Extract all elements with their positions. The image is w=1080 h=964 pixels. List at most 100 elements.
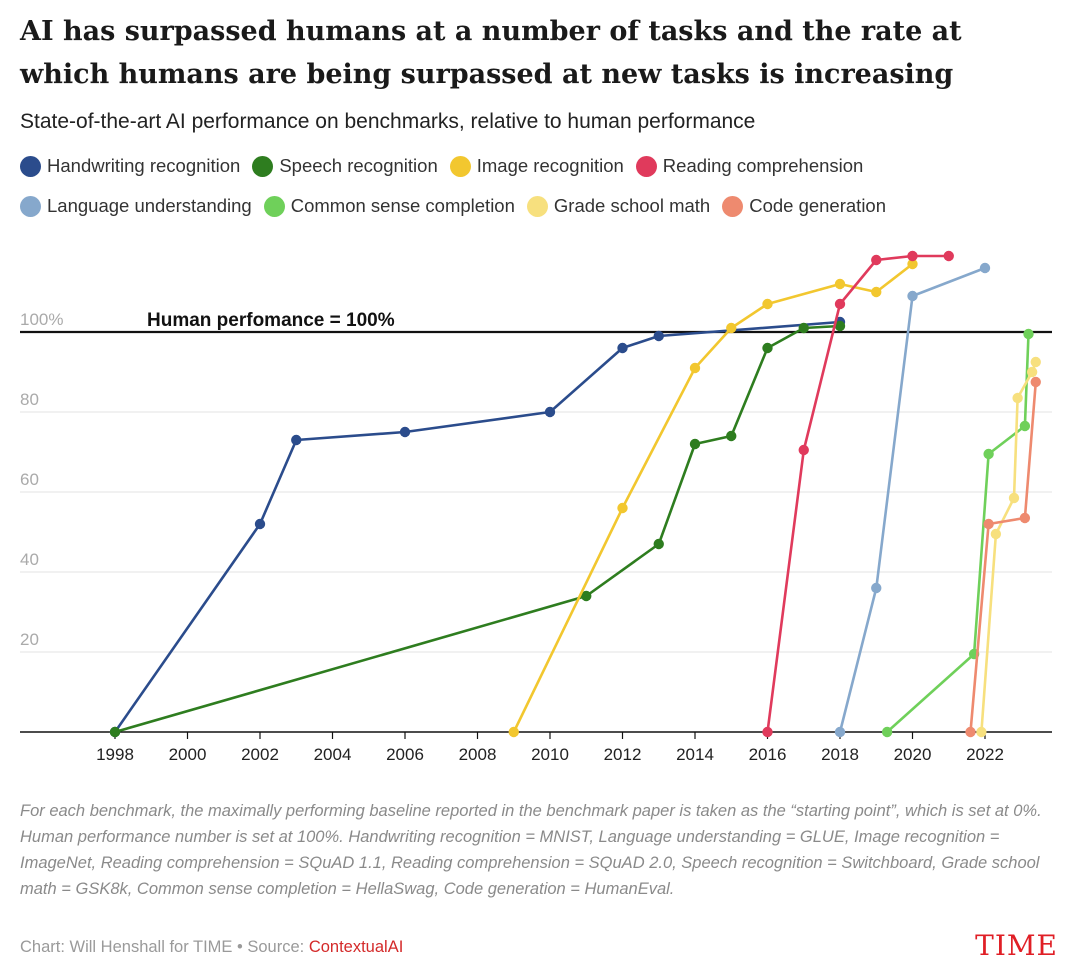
legend-item-image-recognition: Image recognition bbox=[449, 155, 624, 177]
legend-label-speech-recognition: Speech recognition bbox=[279, 155, 438, 176]
legend-label-common-sense-completion: Common sense completion bbox=[290, 195, 515, 216]
time-logo: TIME bbox=[975, 929, 1058, 962]
data-point-reading-comprehension-1 bbox=[798, 444, 809, 456]
y-tick-label-80: 80 bbox=[20, 390, 39, 409]
data-point-handwriting-recognition-5 bbox=[617, 342, 628, 354]
chart-subtitle: State-of-the-art AI performance on bench… bbox=[20, 110, 756, 133]
series-handwriting-recognition bbox=[109, 316, 846, 738]
legend: Handwriting recognition Speech recogniti… bbox=[20, 146, 1060, 226]
legend-label-code-generation: Code generation bbox=[749, 195, 887, 216]
data-point-code-generation-0 bbox=[965, 726, 976, 738]
data-point-common-sense-completion-0 bbox=[881, 726, 893, 738]
legend-item-language-understanding: Language understanding bbox=[20, 195, 252, 217]
x-tick-label-2010: 2010 bbox=[531, 745, 569, 764]
data-point-image-recognition-0 bbox=[508, 726, 519, 738]
y-tick-label-20: 20 bbox=[20, 630, 39, 649]
data-point-handwriting-recognition-4 bbox=[544, 406, 556, 418]
source-link[interactable]: ContextualAI bbox=[308, 938, 404, 956]
data-point-speech-recognition-1 bbox=[581, 590, 592, 602]
series-line-grade-school-math bbox=[980, 360, 1038, 734]
series-common-sense-completion bbox=[881, 328, 1034, 738]
series-code-generation bbox=[965, 376, 1041, 738]
y-tick-label-60: 60 bbox=[20, 470, 39, 489]
legend-swatch-language-understanding bbox=[20, 195, 41, 217]
legend-label-language-understanding: Language understanding bbox=[47, 195, 252, 216]
legend-swatch-code-generation bbox=[722, 195, 744, 217]
data-point-language-understanding-1 bbox=[871, 582, 882, 594]
data-point-image-recognition-7 bbox=[907, 258, 918, 270]
data-point-code-generation-1 bbox=[983, 518, 994, 530]
legend-label-reading-comprehension: Reading comprehension bbox=[662, 155, 864, 176]
series-line-handwriting-recognition bbox=[113, 320, 842, 734]
series-image-recognition bbox=[508, 258, 918, 738]
human-performance-label: Human perfomance = 100% bbox=[147, 310, 395, 331]
x-tick-label-2006: 2006 bbox=[386, 745, 424, 764]
series-grade-school-math bbox=[976, 356, 1041, 738]
data-point-grade-school-math-4 bbox=[1026, 366, 1038, 378]
data-point-image-recognition-3 bbox=[726, 322, 737, 334]
data-point-speech-recognition-3 bbox=[689, 438, 701, 450]
legend-item-reading-comprehension: Reading comprehension bbox=[635, 155, 864, 177]
legend-item-grade-school-math: Grade school math bbox=[526, 195, 711, 217]
data-point-speech-recognition-7 bbox=[834, 320, 846, 332]
y-tick-label-100: 100% bbox=[20, 310, 63, 329]
data-point-common-sense-completion-2 bbox=[983, 448, 994, 460]
data-point-code-generation-3 bbox=[1030, 376, 1041, 388]
data-point-image-recognition-4 bbox=[762, 298, 773, 310]
data-point-grade-school-math-1 bbox=[990, 528, 1002, 540]
data-point-common-sense-completion-4 bbox=[1023, 328, 1034, 340]
legend-swatch-common-sense-completion bbox=[263, 195, 285, 217]
y-tick-label-40: 40 bbox=[20, 550, 39, 569]
x-tick-label-2020: 2020 bbox=[894, 745, 932, 764]
x-tick-label-2014: 2014 bbox=[676, 745, 714, 764]
legend-swatch-grade-school-math bbox=[526, 195, 548, 217]
data-point-grade-school-math-0 bbox=[976, 726, 987, 738]
chart-title: AI has surpassed humans at a number of t… bbox=[20, 16, 962, 90]
series-speech-recognition bbox=[109, 320, 846, 738]
data-point-reading-comprehension-2 bbox=[834, 298, 846, 310]
series-language-understanding bbox=[834, 262, 991, 738]
data-point-handwriting-recognition-6 bbox=[653, 330, 664, 342]
x-tick-label-2018: 2018 bbox=[821, 745, 859, 764]
data-point-language-understanding-2 bbox=[907, 290, 918, 302]
series-line-image-recognition bbox=[512, 262, 914, 734]
x-tick-label-2016: 2016 bbox=[749, 745, 787, 764]
legend-label-grade-school-math: Grade school math bbox=[553, 195, 711, 216]
legend-row-2: Language understanding Common sense comp… bbox=[20, 186, 1060, 226]
x-tick-label-2008: 2008 bbox=[459, 745, 497, 764]
x-tick-label-2012: 2012 bbox=[604, 745, 642, 764]
legend-swatch-handwriting-recognition bbox=[20, 155, 41, 177]
legend-swatch-speech-recognition bbox=[252, 155, 274, 177]
x-tick-label-2022: 2022 bbox=[966, 745, 1004, 764]
data-point-image-recognition-5 bbox=[834, 278, 846, 290]
data-point-handwriting-recognition-2 bbox=[291, 434, 302, 446]
data-point-language-understanding-0 bbox=[834, 726, 846, 738]
series-reading-comprehension bbox=[762, 250, 954, 738]
data-point-handwriting-recognition-1 bbox=[254, 518, 266, 530]
series-line-code-generation bbox=[969, 380, 1038, 734]
data-point-reading-comprehension-4 bbox=[907, 250, 918, 262]
legend-item-speech-recognition: Speech recognition bbox=[252, 155, 438, 177]
data-point-language-understanding-3 bbox=[979, 262, 991, 274]
data-point-speech-recognition-4 bbox=[726, 430, 737, 442]
data-point-image-recognition-6 bbox=[871, 286, 882, 298]
data-point-grade-school-math-5 bbox=[1030, 356, 1041, 368]
series-line-reading-comprehension bbox=[766, 254, 951, 734]
data-point-reading-comprehension-3 bbox=[871, 254, 882, 266]
legend-item-code-generation: Code generation bbox=[722, 195, 886, 217]
series-line-common-sense-completion bbox=[885, 332, 1030, 734]
data-point-grade-school-math-2 bbox=[1008, 492, 1020, 504]
legend-label-handwriting-recognition: Handwriting recognition bbox=[47, 155, 241, 176]
data-point-speech-recognition-0 bbox=[109, 726, 121, 738]
data-point-handwriting-recognition-3 bbox=[399, 426, 411, 438]
data-point-speech-recognition-6 bbox=[798, 322, 809, 334]
legend-item-handwriting-recognition: Handwriting recognition bbox=[20, 155, 240, 177]
methodology-footnote: For each benchmark, the maximally perfor… bbox=[20, 802, 1042, 898]
legend-label-image-recognition: Image recognition bbox=[476, 155, 624, 176]
series-line-language-understanding bbox=[838, 266, 987, 734]
data-point-speech-recognition-5 bbox=[762, 342, 773, 354]
legend-swatch-reading-comprehension bbox=[635, 155, 657, 177]
series-line-speech-recognition bbox=[113, 324, 842, 734]
source-credit: Chart: Will Henshall for TIME • Source: … bbox=[20, 938, 403, 957]
x-tick-label-2004: 2004 bbox=[314, 745, 352, 764]
